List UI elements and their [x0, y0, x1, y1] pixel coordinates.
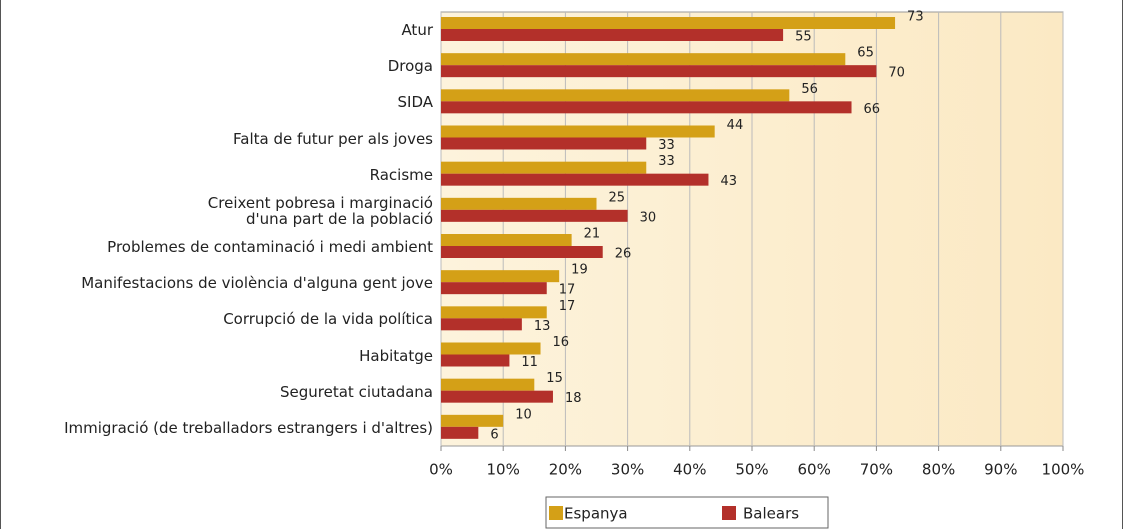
x-tick-label: 20%: [549, 461, 582, 479]
bar: [441, 125, 715, 138]
y-tick-label: Atur: [401, 21, 433, 40]
x-tick-label: 40%: [673, 461, 706, 479]
bar: [441, 89, 790, 102]
y-tick-label: Seguretat ciutadana: [280, 382, 433, 401]
bar: [441, 426, 479, 439]
value-label: 30: [640, 210, 657, 225]
value-label: 16: [553, 335, 570, 350]
value-label: 56: [801, 82, 818, 97]
value-label: 11: [521, 355, 538, 370]
bar: [441, 209, 628, 222]
y-tick-label: Creixent pobresa i marginació d'una part…: [207, 193, 433, 228]
x-tick-label: 100%: [1042, 461, 1085, 479]
value-label: 65: [857, 46, 874, 61]
bar: [441, 282, 547, 295]
bar: [441, 137, 647, 150]
x-tick-label: 70%: [860, 461, 893, 479]
bar: [441, 173, 709, 186]
y-tick-label: Droga: [387, 57, 433, 76]
value-label: 33: [658, 138, 675, 153]
bar: [441, 306, 547, 319]
bar: [441, 342, 541, 355]
bar: [441, 318, 522, 331]
x-tick-label: 30%: [611, 461, 644, 479]
value-label: 19: [571, 263, 588, 278]
value-label: 6: [490, 427, 498, 442]
value-label: 21: [584, 227, 601, 242]
bar: [441, 414, 504, 427]
legend-label: Espanya: [564, 505, 628, 523]
y-tick-label: Immigració (de treballadors estrangers i…: [64, 418, 433, 437]
y-tick-label: Habitatge: [359, 346, 433, 365]
x-tick-label: 60%: [798, 461, 831, 479]
value-label: 15: [546, 371, 563, 386]
y-tick-label: Falta de futur per als joves: [233, 129, 433, 148]
legend-swatch: [549, 506, 563, 520]
bar: [441, 17, 896, 29]
bar: [441, 234, 572, 246]
bar: [441, 197, 597, 210]
value-label: 18: [565, 391, 582, 406]
x-tick-label: 10%: [487, 461, 520, 479]
y-tick-label: SIDA: [397, 93, 434, 112]
value-label: 55: [795, 30, 812, 45]
value-label: 73: [907, 10, 924, 25]
bar: [441, 29, 784, 41]
legend: [545, 496, 829, 529]
bar: [441, 101, 852, 114]
value-label: 70: [888, 66, 905, 81]
value-label: 33: [658, 154, 675, 169]
value-label: 44: [727, 118, 744, 133]
y-tick-label: Problemes de contaminació i medi ambient: [107, 238, 433, 257]
x-tick-label: 50%: [735, 461, 768, 479]
legend-swatch: [722, 506, 736, 520]
bar: [441, 270, 560, 283]
bar: [441, 65, 877, 78]
bar: [441, 246, 603, 258]
x-tick-label: 0%: [429, 461, 453, 479]
x-tick-label: 80%: [922, 461, 955, 479]
value-label: 26: [615, 247, 632, 262]
bar: [441, 53, 846, 66]
value-label: 25: [609, 190, 626, 205]
bar: [441, 161, 647, 174]
value-label: 10: [515, 407, 532, 422]
value-label: 13: [534, 319, 551, 334]
x-tick-label: 90%: [984, 461, 1017, 479]
value-label: 17: [559, 283, 576, 298]
y-tick-label: Manifestacions de violència d'alguna gen…: [81, 274, 433, 293]
legend-label: Balears: [743, 505, 799, 523]
bar: [441, 354, 510, 367]
bar: [441, 378, 535, 391]
value-label: 17: [559, 299, 576, 314]
y-tick-label: Racisme: [369, 165, 433, 184]
value-label: 66: [864, 102, 881, 117]
y-tick-label: Corrupció de la vida política: [223, 310, 433, 329]
bar: [441, 390, 553, 403]
value-label: 43: [720, 174, 737, 189]
